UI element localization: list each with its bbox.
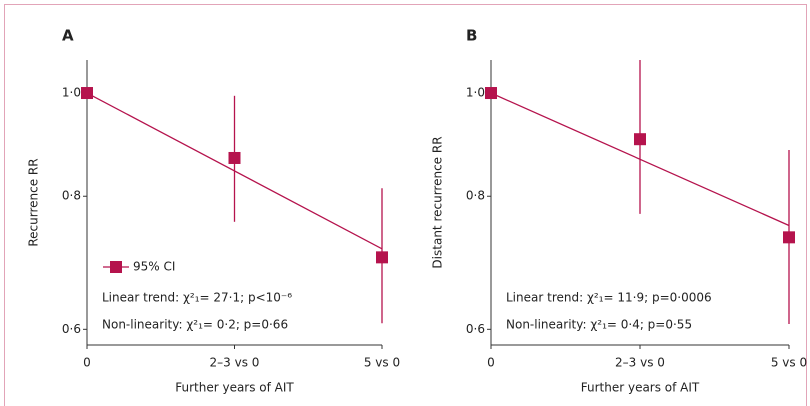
y-tick-label: 0·6 bbox=[62, 322, 81, 336]
panel-label: B bbox=[466, 27, 477, 45]
point bbox=[81, 87, 93, 100]
x-tick-label: 0 bbox=[83, 356, 91, 370]
point bbox=[783, 231, 795, 244]
y-tick-label: 1·0 bbox=[62, 86, 81, 100]
y-tick-label: 0·8 bbox=[62, 189, 81, 203]
x-tick-label: 5 vs 0 bbox=[364, 356, 400, 370]
legend-marker bbox=[110, 261, 122, 273]
x-axis-title: Further years of AIT bbox=[581, 381, 700, 395]
point bbox=[485, 87, 497, 100]
x-tick-label: 0 bbox=[487, 356, 495, 370]
x-tick-label: 2–3 vs 0 bbox=[210, 356, 260, 370]
annotation: Non-linearity: χ²₁= 0·4; p=0·55 bbox=[506, 318, 692, 332]
y-axis-title: Distant recurrence RR bbox=[431, 136, 445, 268]
y-tick-label: 0·6 bbox=[466, 322, 485, 336]
y-tick-label: 0·8 bbox=[466, 189, 485, 203]
x-axis-title: Further years of AIT bbox=[175, 381, 294, 395]
x-tick-label: 5 vs 0 bbox=[771, 356, 807, 370]
x-tick-label: 2–3 vs 0 bbox=[615, 356, 665, 370]
y-tick-label: 1·0 bbox=[466, 86, 485, 100]
legend-label: 95% CI bbox=[133, 260, 175, 274]
frame bbox=[4, 4, 807, 406]
y-axis-title: Recurrence RR bbox=[27, 158, 41, 246]
annotation: Linear trend: χ²₁= 11·9; p=0·0006 bbox=[506, 291, 712, 305]
panel-label: A bbox=[62, 27, 74, 45]
point bbox=[634, 133, 646, 146]
annotation: Linear trend: χ²₁= 27·1; p<10⁻⁶ bbox=[102, 291, 292, 305]
point bbox=[376, 251, 388, 264]
point bbox=[228, 151, 241, 164]
annotation: Non-linearity: χ²₁= 0·2; p=0·66 bbox=[102, 318, 288, 332]
